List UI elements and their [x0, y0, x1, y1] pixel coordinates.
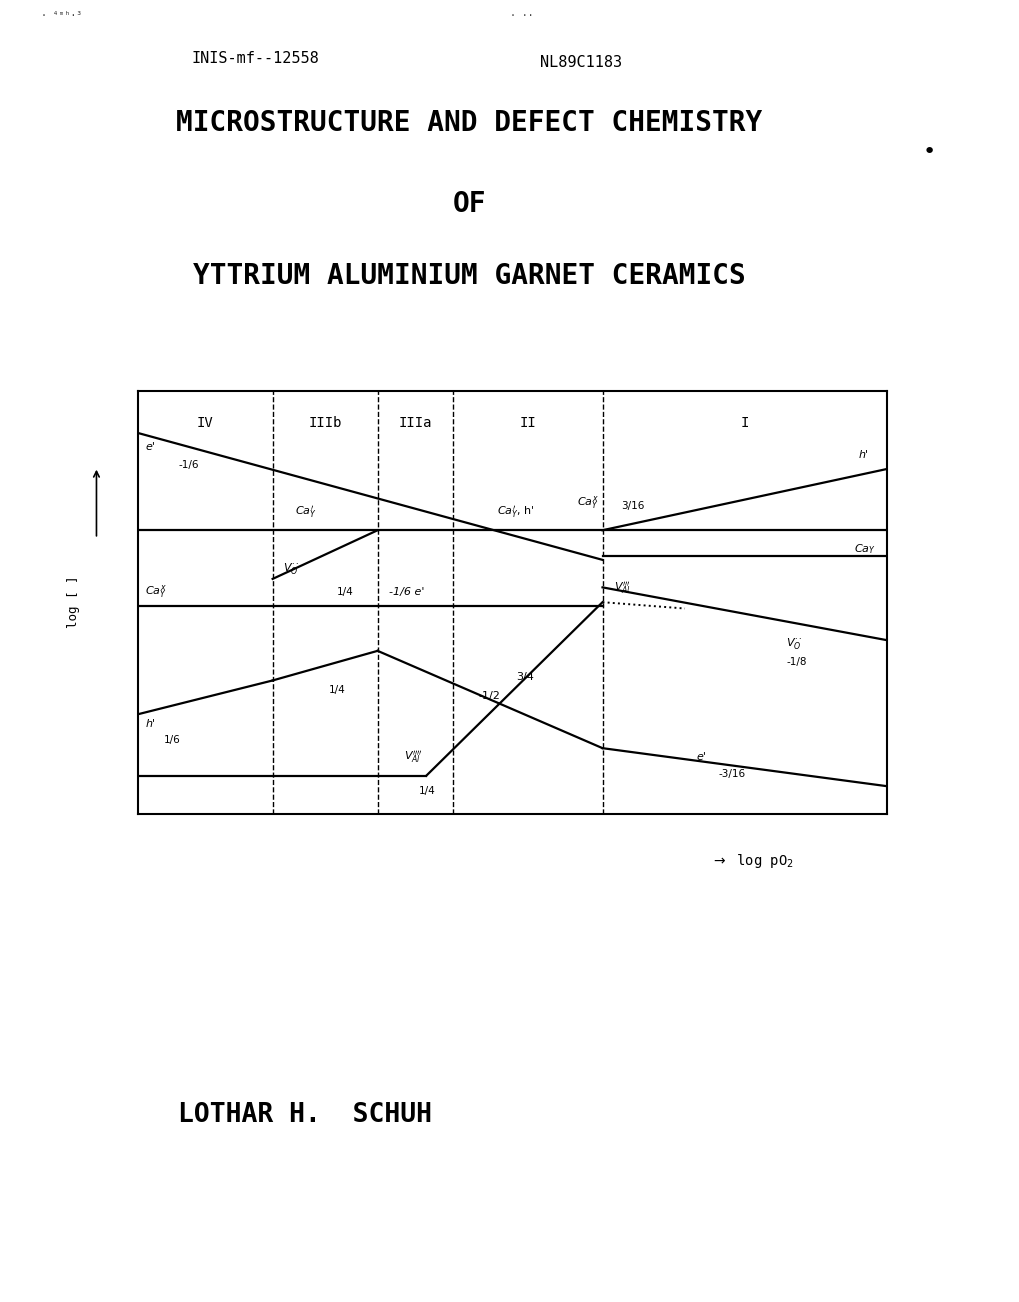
Text: I: I	[740, 417, 748, 430]
Text: 3/16: 3/16	[621, 501, 644, 512]
Text: -3/16: -3/16	[718, 769, 745, 780]
Text: $V_{Al}^{\prime\prime\prime}$: $V_{Al}^{\prime\prime\prime}$	[613, 579, 630, 596]
Text: 1/4: 1/4	[328, 685, 345, 695]
Text: NL89C1183: NL89C1183	[540, 55, 622, 70]
Text: $V_O^{\cdot\cdot}$: $V_O^{\cdot\cdot}$	[786, 637, 801, 651]
Text: $Ca_Y^x$: $Ca_Y^x$	[576, 495, 598, 512]
Text: e': e'	[145, 441, 155, 452]
Text: h': h'	[145, 719, 155, 729]
Text: •: •	[922, 142, 935, 163]
Text: IV: IV	[197, 417, 213, 430]
Text: YTTRIUM ALUMINIUM GARNET CERAMICS: YTTRIUM ALUMINIUM GARNET CERAMICS	[193, 263, 745, 290]
Text: MICROSTRUCTURE AND DEFECT CHEMISTRY: MICROSTRUCTURE AND DEFECT CHEMISTRY	[176, 109, 761, 138]
Text: $V_O^{\cdot\cdot}$: $V_O^{\cdot\cdot}$	[283, 561, 300, 575]
Text: 1/6: 1/6	[164, 736, 180, 746]
Text: $Ca_Y$: $Ca_Y$	[854, 543, 875, 556]
Text: 1/4: 1/4	[419, 786, 435, 797]
Text: -1/6: -1/6	[178, 461, 200, 470]
Text: LOTHAR H.  SCHUH: LOTHAR H. SCHUH	[178, 1101, 432, 1128]
Text: $Ca_Y'$, h': $Ca_Y'$, h'	[497, 504, 535, 519]
Text: e': e'	[696, 753, 705, 763]
Text: $Ca_Y^x$: $Ca_Y^x$	[145, 583, 167, 600]
Text: $Ca_Y'$: $Ca_Y'$	[296, 504, 317, 519]
Text: $\rightarrow$ log pO$_2$: $\rightarrow$ log pO$_2$	[710, 852, 793, 870]
Text: -1/2: -1/2	[478, 691, 500, 700]
Text: log [ ]: log [ ]	[67, 575, 81, 629]
Text: $V_{Al}^{\prime\prime\prime\prime}$: $V_{Al}^{\prime\prime\prime\prime}$	[404, 749, 422, 766]
Text: 1/4: 1/4	[336, 587, 353, 598]
Text: 3/4: 3/4	[516, 672, 534, 682]
Text: OF: OF	[452, 190, 485, 217]
Text: IIIa: IIIa	[398, 417, 431, 430]
Text: -1/8: -1/8	[786, 658, 806, 667]
Text: · ··: · ··	[510, 10, 533, 21]
Text: INIS-mf--12558: INIS-mf--12558	[191, 51, 319, 66]
Text: h': h'	[858, 450, 868, 461]
Text: -1/6 e': -1/6 e'	[388, 587, 424, 598]
Text: · ⁴ᵐʰ·³: · ⁴ᵐʰ·³	[41, 10, 82, 21]
Text: II: II	[519, 417, 535, 430]
Text: IIIb: IIIb	[308, 417, 341, 430]
